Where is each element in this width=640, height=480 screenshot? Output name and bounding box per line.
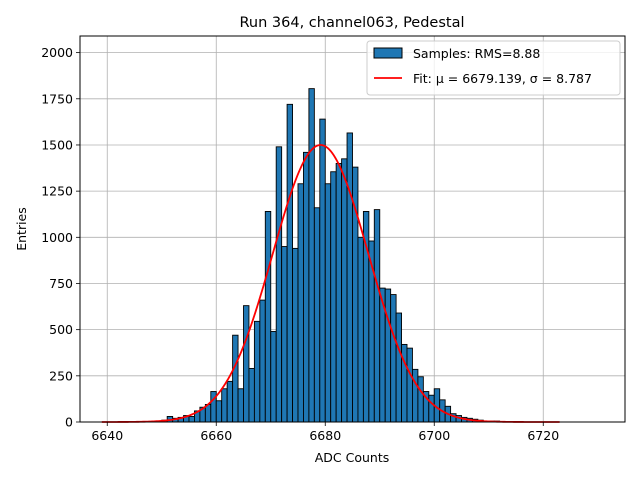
histogram-bar bbox=[221, 388, 228, 423]
legend-label-histogram: Samples: RMS=8.88 bbox=[413, 46, 540, 61]
x-axis-ticks: 6640 6660 6680 6700 6720 bbox=[91, 422, 559, 443]
y-tick-label: 1250 bbox=[41, 184, 73, 199]
histogram-bar bbox=[243, 305, 250, 423]
histogram-bar bbox=[417, 376, 424, 423]
histogram-bar bbox=[330, 171, 337, 423]
histogram-bar bbox=[384, 288, 392, 423]
x-axis-label: ADC Counts bbox=[315, 450, 390, 465]
x-tick-label: 6680 bbox=[309, 428, 341, 443]
axes-frame bbox=[79, 35, 626, 423]
histogram-bar bbox=[259, 299, 266, 423]
y-tick-label: 750 bbox=[49, 276, 73, 291]
histogram-bar bbox=[303, 151, 310, 423]
histogram-bar bbox=[428, 394, 435, 423]
y-axis-ticks: 0 250 500 750 1000 1250 1500 1750 2000 bbox=[41, 45, 80, 430]
x-tick-label: 6700 bbox=[418, 428, 450, 443]
y-tick-label: 2000 bbox=[41, 45, 73, 60]
histogram-bar bbox=[253, 320, 261, 423]
y-tick-label: 1750 bbox=[41, 91, 73, 106]
y-tick-label: 0 bbox=[65, 415, 73, 430]
x-tick-label: 6720 bbox=[527, 428, 559, 443]
histogram-bar bbox=[286, 103, 294, 423]
y-tick-label: 500 bbox=[49, 322, 73, 337]
histogram-bar bbox=[188, 416, 195, 423]
histogram-bar bbox=[270, 331, 277, 423]
y-axis-label: Entries bbox=[14, 207, 29, 251]
fit-curve bbox=[101, 144, 560, 423]
histogram-bar bbox=[390, 294, 397, 423]
histogram-bar bbox=[215, 400, 223, 423]
histogram-bar bbox=[281, 246, 288, 423]
legend: Samples: RMS=8.88 Fit: μ = 6679.139, σ =… bbox=[366, 40, 621, 96]
x-tick-label: 6660 bbox=[200, 428, 232, 443]
histogram-bar bbox=[297, 183, 304, 423]
histogram-bar bbox=[232, 334, 239, 423]
y-tick-label: 1500 bbox=[41, 137, 73, 152]
histogram-bar bbox=[335, 162, 343, 423]
histogram-bar bbox=[313, 207, 321, 423]
histogram-bar bbox=[357, 236, 364, 423]
legend-label-fit: Fit: μ = 6679.139, σ = 8.787 bbox=[413, 71, 592, 86]
legend-swatch-histogram bbox=[373, 47, 403, 59]
histogram-bar bbox=[275, 146, 283, 423]
histogram-bar bbox=[346, 132, 353, 423]
fit-curve-layer bbox=[101, 144, 560, 423]
histogram-bar bbox=[395, 312, 403, 423]
histogram-bar bbox=[373, 209, 381, 423]
legend-box bbox=[366, 40, 621, 96]
histogram-bar bbox=[292, 247, 299, 423]
histogram-bar bbox=[237, 388, 244, 423]
histogram-bar bbox=[248, 367, 255, 423]
histogram-bar bbox=[226, 380, 234, 423]
chart-title: Run 364, channel063, Pedestal bbox=[239, 15, 464, 31]
y-tick-label: 1000 bbox=[41, 230, 73, 245]
histogram-bar bbox=[341, 158, 348, 423]
histogram-bar bbox=[264, 211, 272, 423]
histogram-bar bbox=[308, 88, 315, 423]
histogram-bar bbox=[324, 183, 332, 423]
histogram-bar bbox=[319, 118, 326, 423]
histogram-bar bbox=[412, 368, 419, 423]
histogram-bar bbox=[406, 347, 413, 423]
x-tick-label: 6640 bbox=[91, 428, 123, 443]
y-tick-label: 250 bbox=[49, 368, 73, 383]
